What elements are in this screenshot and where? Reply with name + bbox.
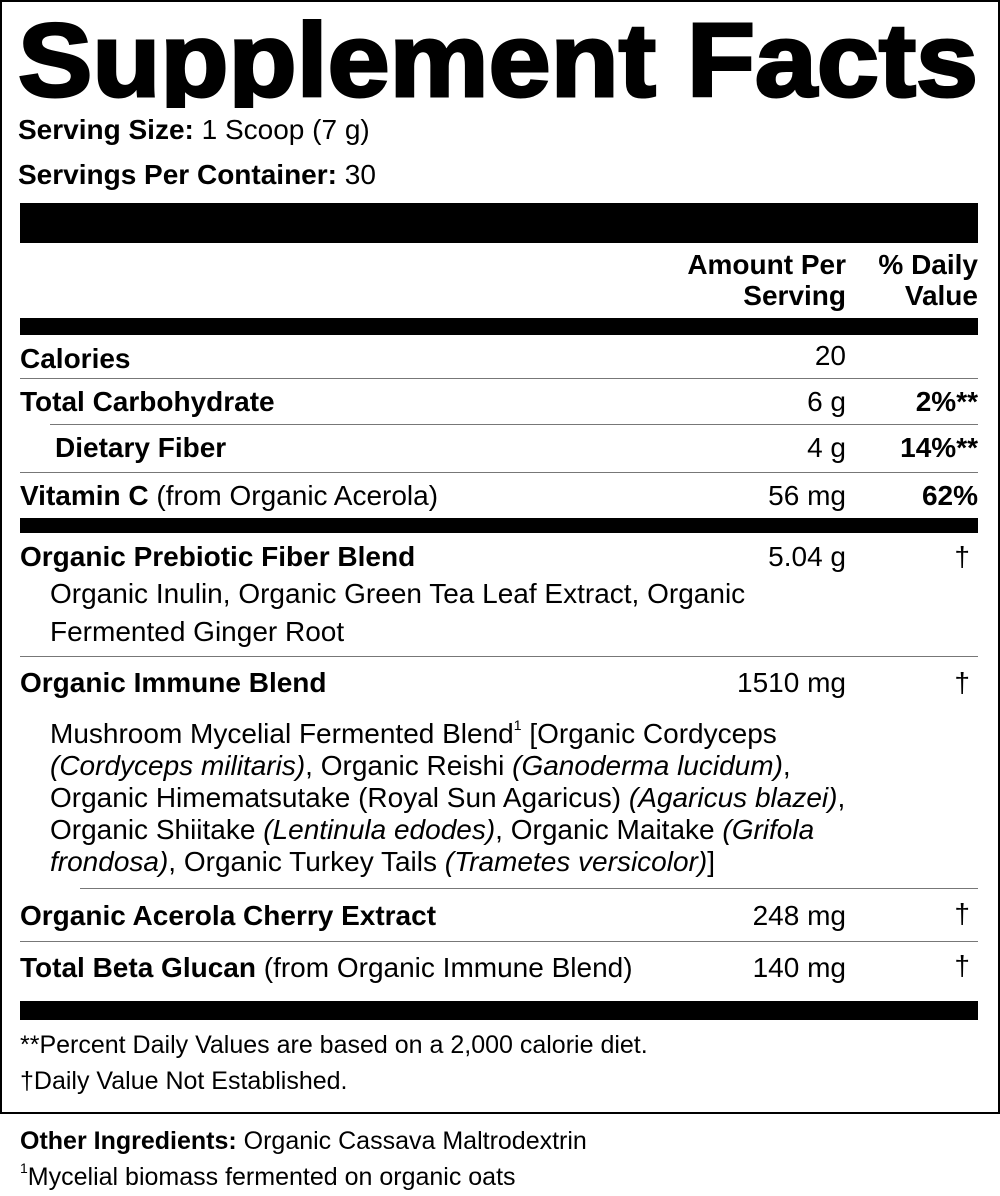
row-vitc-note: (from Organic Acerola) [156,480,439,511]
row-carb-name: Total Carbohydrate [20,386,275,417]
divider [20,1001,978,1020]
serving-size-value: 1 Scoop (7 g) [201,114,370,145]
acerola-amount: 248 mg [752,900,846,931]
row-vitc-amount: 56 mg [768,480,846,511]
row-divider [20,378,978,379]
row-divider [20,941,978,942]
ing-text: Organic Shiitake [50,814,264,845]
footnote-mark: 1 [20,1160,28,1176]
row-vitamin-c: Vitamin C (from Organic Acerola) [20,480,438,512]
header-dv-line2: Value [904,280,978,311]
ing-text: [Organic Cordyceps [521,718,777,749]
row-carb-dv: 2%** [915,386,978,417]
immune-name: Organic Immune Blend [20,667,327,698]
ing-text: ] [707,846,715,877]
footnote-1: 1Mycelial biomass fermented on organic o… [20,1161,516,1193]
row-calories-amount: 20 [814,340,846,371]
ing-latin: (Lentinula edodes) [263,814,496,845]
acerola-dv: † [954,898,970,929]
footnote-mark: 1 [513,717,522,733]
ing-latin: frondosa) [50,846,169,877]
beta-note: (from Organic Immune Blend) [263,952,633,983]
row-divider [20,472,978,473]
ing-latin: (Agaricus blazei) [628,782,838,813]
ing-text: , Organic Maitake [495,814,723,845]
footnote-1-text: Mycelial biomass fermented on organic oa… [27,1163,516,1191]
ing-text: , [837,782,846,813]
divider [20,318,978,335]
ing-latin: (Trametes versicolor) [444,846,708,877]
serving-size: Serving Size: 1 Scoop (7 g) [18,114,370,146]
other-ingredients: Other Ingredients: Organic Cassava Maltr… [20,1125,587,1157]
prebiotic-dv: † [954,541,970,572]
panel-title-wrap: Supplement Facts [17,8,980,108]
header-amount: Amount Per Serving [687,249,846,311]
ing-latin: (Cordyceps militaris) [50,750,306,781]
footnote-dagger: †Daily Value Not Established. [20,1067,348,1095]
beta-name: Total Beta Glucan [20,952,256,983]
prebiotic-ingredients-2: Fermented Ginger Root [50,616,345,647]
header-dv-line1: % Daily [878,249,978,280]
servings-label: Servings Per Container: [18,159,337,190]
prebiotic-name: Organic Prebiotic Fiber Blend [20,541,416,572]
ing-text: , [782,750,791,781]
ing-text: Organic Himematsutake (Royal Sun Agaricu… [50,782,629,813]
beta-amount: 140 mg [752,952,846,983]
thick-divider [20,203,978,243]
ing-latin: (Grifola [722,814,815,845]
row-divider [80,888,978,889]
row-fiber-amount: 4 g [807,432,846,463]
ing-text: , Organic Turkey Tails [168,846,445,877]
row-calories-name: Calories [20,343,131,374]
servings-per-container: Servings Per Container: 30 [18,159,376,191]
immune-amount: 1510 mg [737,667,846,698]
ing-text: Mushroom Mycelial Fermented Blend [50,718,514,749]
beta-glucan: Total Beta Glucan (from Organic Immune B… [20,952,633,984]
row-vitc-dv: 62% [921,480,978,511]
ing-latin: (Ganoderma lucidum) [512,750,783,781]
beta-dv: † [954,950,970,981]
supplement-facts-panel [0,0,1000,1114]
immune-ingredients: Mushroom Mycelial Fermented Blend1 [Orga… [50,718,845,878]
row-vitc-name: Vitamin C [20,480,149,511]
acerola-name: Organic Acerola Cherry Extract [20,900,437,931]
row-fiber-dv: 14%** [900,432,978,463]
row-fiber-name: Dietary Fiber [55,432,227,463]
immune-dv: † [954,667,970,698]
divider [20,518,978,533]
header-amount-line2: Serving [743,280,846,311]
other-value: Organic Cassava Maltrodextrin [243,1127,587,1155]
row-carb-amount: 6 g [807,386,846,417]
footnote-dv: **Percent Daily Values are based on a 2,… [20,1031,648,1059]
prebiotic-amount: 5.04 g [768,541,846,572]
other-label: Other Ingredients: [20,1127,237,1155]
prebiotic-ingredients-1: Organic Inulin, Organic Green Tea Leaf E… [50,578,746,609]
serving-size-label: Serving Size: [18,114,194,145]
ing-text: , Organic Reishi [305,750,513,781]
row-divider [20,656,978,657]
servings-value: 30 [344,159,376,190]
header-amount-line1: Amount Per [687,249,846,280]
row-divider [50,424,978,425]
header-dv: % Daily Value [878,249,978,311]
panel-title: Supplement Facts [18,8,978,108]
